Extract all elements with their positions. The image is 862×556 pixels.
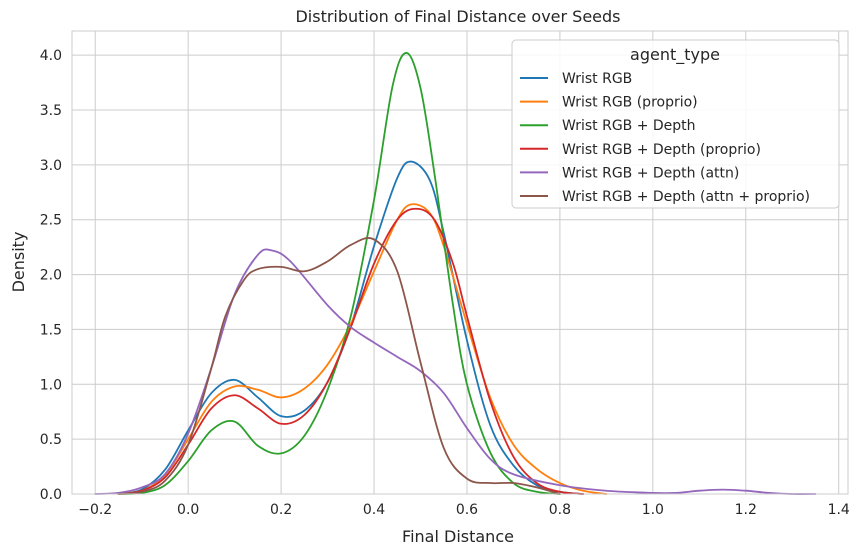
y-tick-label: 2.5 — [40, 213, 62, 229]
y-tick-labels: 0.0 0.5 1.0 1.5 2.0 2.5 3.0 3.5 4.0 — [40, 48, 62, 503]
series-line-5 — [94, 248, 817, 495]
y-tick-label: 0.5 — [40, 432, 62, 448]
y-axis-label: Density — [9, 232, 28, 293]
legend-title: agent_type — [630, 45, 720, 65]
chart-title: Distribution of Final Distance over Seed… — [295, 7, 620, 26]
x-tick-label: 1.4 — [828, 502, 850, 518]
x-tick-label: 0.6 — [456, 502, 478, 518]
x-tick-label: 1.2 — [735, 502, 757, 518]
x-tick-label: 0.8 — [549, 502, 571, 518]
series-line-1 — [117, 160, 585, 495]
y-tick-label: 0.0 — [40, 487, 62, 503]
y-tick-label: 1.0 — [40, 377, 62, 393]
y-tick-label: 3.0 — [40, 158, 62, 174]
series-line-6 — [117, 237, 561, 495]
y-tick-label: 1.5 — [40, 322, 62, 338]
x-tick-label: 0.4 — [363, 502, 385, 518]
legend-label: Wrist RGB + Depth — [562, 118, 696, 134]
y-tick-label: 4.0 — [40, 48, 62, 64]
legend-label: Wrist RGB + Depth (proprio) — [562, 142, 761, 158]
legend-frame — [511, 39, 840, 209]
y-tick-label: 2.0 — [40, 268, 62, 284]
series-lines — [94, 52, 817, 495]
x-tick-label: 1.0 — [642, 502, 664, 518]
x-axis-label: Final Distance — [402, 527, 514, 546]
plot-frame — [71, 30, 849, 495]
legend-label: Wrist RGB (proprio) — [562, 95, 698, 111]
x-tick-labels: −0.2 0.0 0.2 0.4 0.6 0.8 1.0 1.2 1.4 — [78, 502, 850, 518]
series-line-3 — [117, 52, 561, 495]
legend-label: Wrist RGB + Depth (attn + proprio) — [562, 189, 810, 205]
series-line-4 — [117, 207, 585, 495]
x-tick-label: 0.0 — [177, 502, 199, 518]
legend-items: Wrist RGB Wrist RGB (proprio) Wrist RGB + … — [520, 71, 810, 205]
x-tick-label: 0.2 — [270, 502, 292, 518]
legend-label: Wrist RGB + Depth (attn) — [562, 165, 739, 181]
y-tick-label: 3.5 — [40, 103, 62, 119]
series-line-2 — [117, 203, 608, 495]
legend-label: Wrist RGB — [562, 71, 632, 87]
x-tick-label: −0.2 — [78, 502, 112, 518]
